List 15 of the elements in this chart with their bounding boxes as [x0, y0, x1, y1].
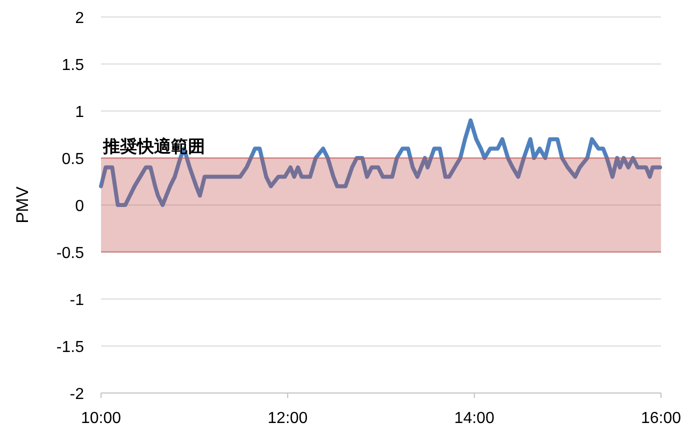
y-tick-label: 1.5	[62, 57, 84, 74]
x-tick-label: 14:00	[454, 410, 494, 427]
y-tick-label: -1	[70, 292, 84, 309]
y-tick-label: 0.5	[62, 151, 84, 168]
y-axis-title: PMV	[13, 186, 32, 224]
y-tick-label: 2	[75, 10, 84, 27]
x-tick-label: 16:00	[640, 410, 682, 427]
x-tick-label: 10:00	[80, 410, 122, 427]
y-tick-label: -0.5	[56, 245, 84, 262]
y-tick-label: -1.5	[56, 339, 84, 356]
y-tick-label: 0	[75, 198, 84, 215]
y-tick-label: 1	[75, 104, 84, 121]
x-tick-label: 12:00	[268, 410, 308, 427]
y-tick-label: -2	[70, 386, 84, 403]
band-label: 推奨快適範囲	[102, 137, 205, 156]
